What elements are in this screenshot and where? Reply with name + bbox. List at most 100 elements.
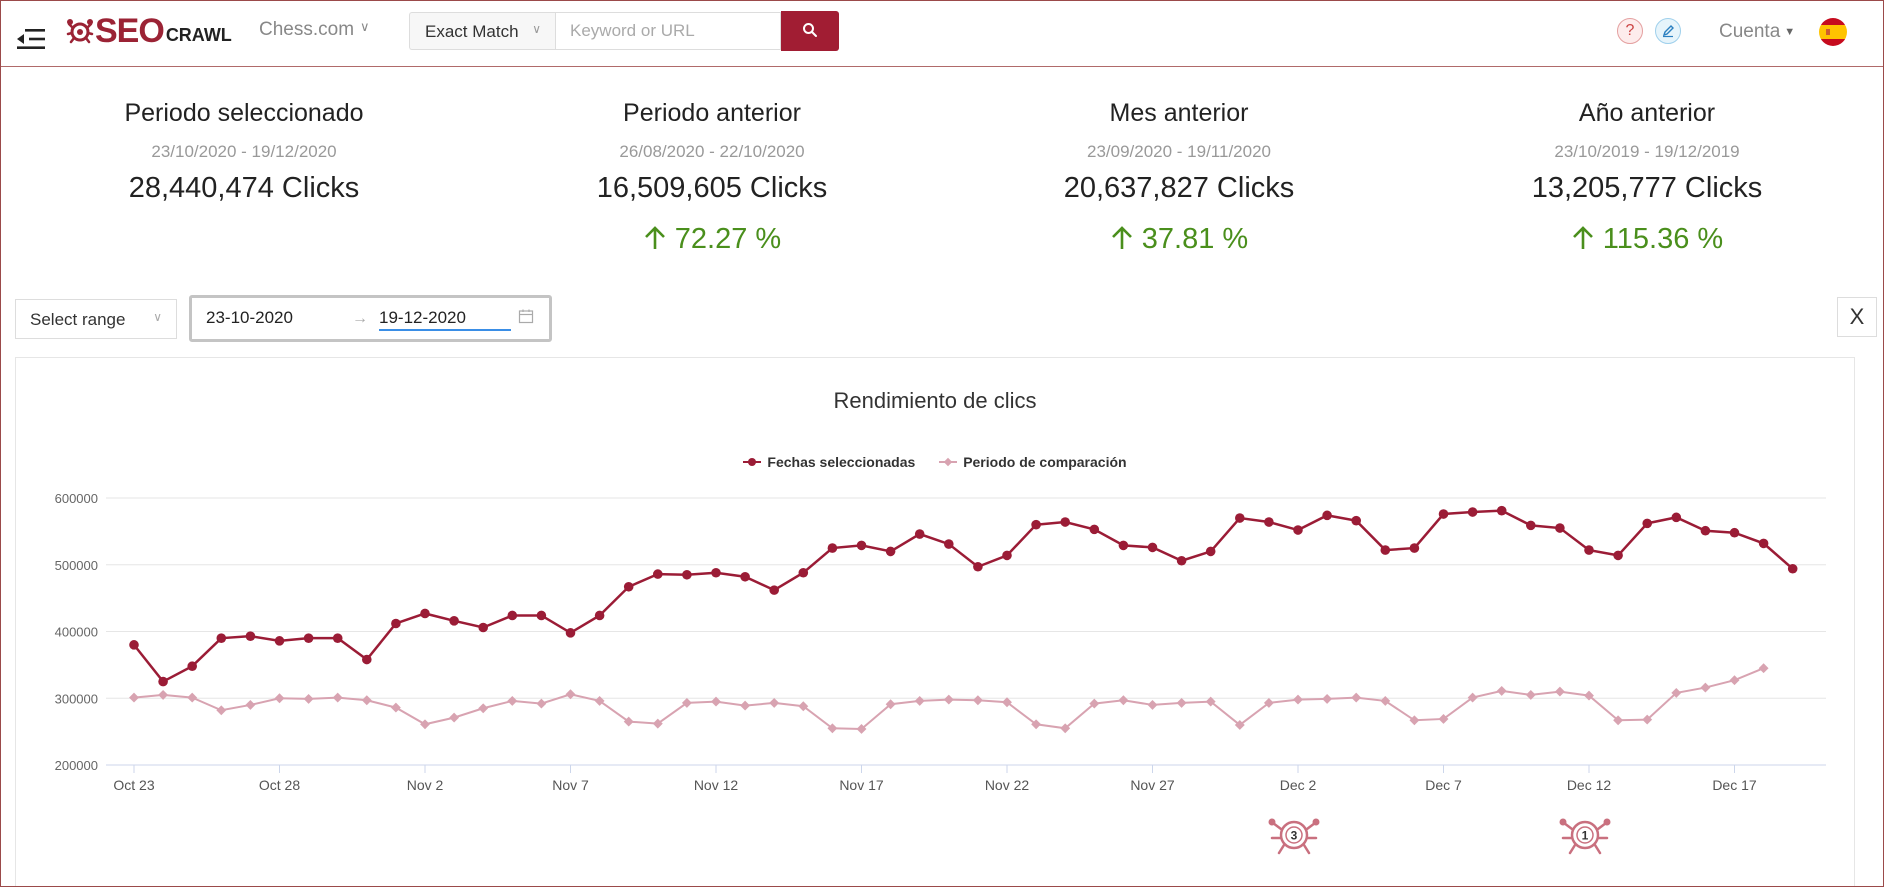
selected-point bbox=[944, 539, 954, 549]
stat-change: 37.81 % bbox=[999, 223, 1359, 256]
x-tick-label: Dec 12 bbox=[1567, 777, 1612, 793]
stat-clicks: 28,440,474 Clicks bbox=[128, 172, 360, 204]
close-button[interactable]: X bbox=[1837, 297, 1877, 337]
selected-point bbox=[1031, 519, 1041, 530]
comparison-point bbox=[449, 712, 460, 723]
comparison-point bbox=[1031, 719, 1042, 730]
selected-point bbox=[245, 631, 256, 641]
comparison-point bbox=[187, 692, 198, 703]
crab-annotation-icon[interactable]: 3 bbox=[1268, 818, 1320, 855]
annotation-count: 3 bbox=[1291, 829, 1298, 843]
crab-annotation-icon[interactable]: 1 bbox=[1559, 818, 1611, 855]
y-tick-label: 400000 bbox=[55, 625, 98, 640]
stat-title: Periodo anterior bbox=[623, 99, 801, 127]
stat-previous-period: Periodo anterior 26/08/2020 - 22/10/2020… bbox=[532, 99, 892, 256]
comparison-point bbox=[1002, 697, 1012, 708]
selected-point bbox=[507, 610, 518, 621]
selected-point bbox=[1409, 543, 1420, 553]
comparison-point bbox=[1322, 693, 1333, 704]
keyword-search-input[interactable] bbox=[555, 12, 781, 50]
stat-clicks: 13,205,777 Clicks bbox=[1531, 172, 1763, 204]
stat-date-range: 23/09/2020 - 19/11/2020 bbox=[1086, 142, 1271, 161]
comparison-point bbox=[972, 695, 983, 706]
comparison-point bbox=[943, 694, 954, 705]
comparison-point bbox=[769, 697, 780, 708]
comparison-point bbox=[827, 723, 838, 734]
selected-point bbox=[594, 610, 605, 621]
comparison-point bbox=[158, 689, 169, 700]
arrow-up-icon bbox=[644, 226, 665, 249]
comparison-point bbox=[1525, 689, 1536, 700]
date-from-input[interactable]: 23-10-2020 bbox=[206, 308, 293, 327]
comparison-point bbox=[216, 705, 227, 716]
date-range-picker[interactable]: 23-10-2020 → 19-12-2020 bbox=[189, 295, 552, 342]
comparison-point bbox=[1613, 715, 1624, 726]
comparison-point bbox=[1700, 682, 1711, 693]
comparison-point bbox=[1060, 723, 1071, 734]
selected-point bbox=[798, 567, 809, 578]
selected-point bbox=[1496, 505, 1507, 516]
date-to-input[interactable]: 19-12-2020 bbox=[379, 308, 511, 331]
account-label: Cuenta bbox=[1719, 21, 1781, 42]
selected-point bbox=[1293, 525, 1303, 535]
comparison-point bbox=[565, 689, 576, 700]
search-icon bbox=[803, 22, 817, 37]
selected-point bbox=[1205, 546, 1216, 557]
selected-series-line bbox=[133, 509, 1794, 684]
comparison-point bbox=[1496, 685, 1507, 696]
selected-point bbox=[1526, 520, 1536, 531]
comparison-point bbox=[594, 695, 605, 706]
selected-point bbox=[1613, 550, 1623, 561]
comparison-point bbox=[390, 702, 401, 713]
stat-previous-month: Mes anterior 23/09/2020 - 19/11/2020 20,… bbox=[999, 99, 1359, 256]
x-tick-label: Nov 2 bbox=[407, 777, 444, 793]
selected-point bbox=[623, 581, 634, 592]
selected-point bbox=[1176, 555, 1187, 566]
comparison-point bbox=[1671, 687, 1682, 698]
comparison-point bbox=[1438, 713, 1449, 724]
selected-point bbox=[827, 543, 838, 553]
selected-point bbox=[391, 618, 401, 629]
question-icon[interactable]: ? bbox=[1617, 18, 1643, 44]
comparison-point bbox=[711, 696, 721, 707]
site-selector[interactable]: Chess.com ∨ bbox=[259, 19, 370, 41]
pencil-icon[interactable] bbox=[1655, 18, 1681, 44]
menu-collapse-icon[interactable] bbox=[15, 27, 47, 51]
comparison-point bbox=[1380, 695, 1391, 706]
x-tick-label: Oct 23 bbox=[113, 777, 154, 793]
selected-point bbox=[914, 529, 925, 539]
x-tick-label: Nov 12 bbox=[694, 777, 739, 793]
comparison-point bbox=[129, 692, 139, 703]
selected-point bbox=[1060, 517, 1070, 527]
seocrawl-logo[interactable]: SEO CRAWL bbox=[65, 11, 232, 51]
x-tick-label: Dec 2 bbox=[1280, 777, 1317, 793]
match-type-label: Exact Match bbox=[425, 22, 519, 41]
comparison-point bbox=[1089, 698, 1100, 709]
x-tick-label: Nov 22 bbox=[985, 777, 1030, 793]
selected-point bbox=[1118, 540, 1129, 551]
chart-plot: 200000 300000 400000 500000 600000 Oct 23 Oct … bbox=[55, 491, 1826, 855]
legend-label-selected: Fechas seleccionadas bbox=[767, 454, 916, 470]
comparison-point bbox=[507, 695, 518, 706]
logo-text-seo: SEO bbox=[95, 11, 165, 50]
selected-point bbox=[1235, 513, 1245, 523]
comparison-point bbox=[1554, 686, 1565, 697]
legend-item-comparison[interactable]: Periodo de comparación bbox=[939, 454, 1127, 470]
y-tick-label: 500000 bbox=[55, 558, 98, 573]
search-button[interactable] bbox=[781, 11, 839, 51]
comparison-point bbox=[681, 697, 692, 708]
comparison-point bbox=[420, 719, 430, 730]
comparison-point bbox=[1642, 714, 1653, 725]
y-tick-label: 300000 bbox=[55, 691, 98, 706]
calendar-icon[interactable] bbox=[518, 308, 534, 324]
caret-down-icon: ▼ bbox=[1784, 25, 1796, 38]
account-menu[interactable]: Cuenta ▼ bbox=[1719, 21, 1795, 43]
legend-item-selected[interactable]: Fechas seleccionadas bbox=[743, 454, 915, 470]
x-tick-label: Nov 17 bbox=[839, 777, 884, 793]
x-tick-label: Oct 28 bbox=[259, 777, 300, 793]
match-type-select[interactable]: Exact Match ∨ bbox=[409, 12, 555, 50]
range-select[interactable]: Select range ∨ bbox=[15, 299, 177, 339]
comparison-point bbox=[1409, 715, 1420, 726]
spain-flag-icon[interactable] bbox=[1819, 18, 1847, 46]
